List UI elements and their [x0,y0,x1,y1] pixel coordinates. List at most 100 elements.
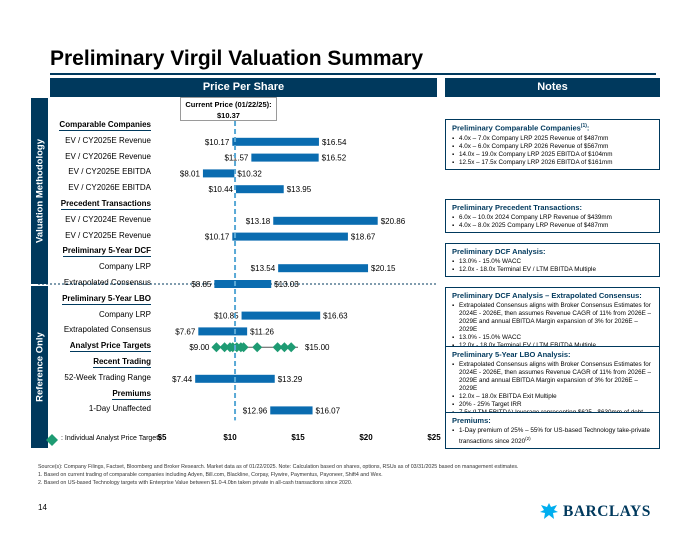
note-bullet: 4.0x – 7.0x Company LRP 2025 Revenue of … [452,135,653,143]
analyst-target-diamond [211,342,222,353]
low-value-label: $8.01 [180,169,201,178]
high-value-label: $15.00 [305,343,330,352]
row-label: Extrapolated Consensus [63,278,151,287]
price-per-share-header: Price Per Share [50,78,437,97]
high-value-label: $20.86 [381,217,406,226]
analyst-target-legend-icon [46,434,58,446]
analyst-target-diamond [219,342,230,353]
range-bar [198,327,248,336]
low-value-label: $10.85 [214,312,239,321]
note-bullet: 13.0% - 15.0% WACC [452,334,653,342]
x-tick-label: $25 [427,433,441,442]
low-value-label: $10.17 [205,233,230,242]
note-title: Preliminary DCF Analysis: [452,247,546,256]
analyst-target-diamond [286,342,297,353]
low-value-label: $11.57 [224,154,248,163]
note-bullet: 14.0x – 19.0x Company LRP 2025 EBITDA of… [452,151,653,159]
note-title: Preliminary Precedent Transactions: [452,203,583,212]
high-value-label: $10.32 [237,169,262,178]
high-value-label: $16.52 [322,154,347,163]
title-rule [50,73,656,75]
analyst-target-diamond [279,342,290,353]
current-price-box: Current Price (01/22/25): $10.37 [180,97,277,121]
row-label: Company LRP [98,309,151,319]
section-label: Precedent Transactions [60,199,151,210]
high-value-label: $13.95 [287,185,312,194]
low-value-label: $13.54 [251,264,276,273]
footnote-1: 1. Based on current trading of comparabl… [38,472,383,478]
high-value-label: $16.63 [323,312,348,321]
high-value-label: $11.26 [250,327,274,336]
note-bullet: 12.5x – 17.5x Company LRP 2026 EBITDA of… [452,159,653,167]
low-value-label: $10.44 [209,185,234,194]
note-bullet: 12.0x - 18.0x Terminal EV / LTM EBITDA M… [452,266,653,274]
footnote-source: Source(s): Company Filings, Factset, Blo… [38,464,519,470]
row-labels: Comparable Companies EV / CY2025E Revenue… [0,0,151,544]
range-bar [232,232,348,241]
note-box: Preliminary 5-Year LBO Analysis: Extrapol… [445,346,660,420]
note-title: Preliminary Comparable Companies(1): [452,123,590,133]
row-label: EV / CY2025E Revenue [65,135,151,145]
section-label: Comparable Companies [59,120,151,131]
high-value-label: $16.54 [322,138,347,147]
note-bullet: 6.0x – 10.0x 2024 Company LRP Revenue of… [452,214,653,222]
note-bullet: 20% - 25% Target IRR [452,401,653,409]
high-value-label: $20.15 [371,264,396,273]
low-value-label: $13.18 [246,217,271,226]
range-bar [273,216,378,225]
high-value-label: $16.07 [316,406,341,415]
x-tick-label: $20 [359,433,373,442]
note-bullet: Extrapolated Consensus aligns with Broke… [452,361,653,393]
range-bar [278,264,369,273]
row-label: 52-Week Trading Range [64,372,151,382]
row-label: EV / CY2026E Revenue [65,151,151,161]
section-label: Premiums [112,388,151,400]
row-label: 1-Day Unaffected [88,404,151,414]
range-bar [251,153,319,162]
analyst-target-diamond [238,342,249,353]
section-label: Analyst Price Targets [69,341,151,353]
row-label: EV / CY2026E EBITDA [68,183,151,193]
range-bar [270,406,313,415]
page-title: Preliminary Virgil Valuation Summary [50,47,424,70]
note-box: Preliminary DCF Analysis: 13.0% - 15.0% W… [445,243,660,277]
current-price-label: Current Price (01/22/25): [185,100,272,109]
current-price-value: $10.37 [217,111,240,120]
low-value-label: $10.17 [205,138,230,147]
low-value-label: $9.00 [189,343,210,352]
note-box: Preliminary Comparable Companies(1): 4.0x… [445,119,660,170]
range-bar [202,169,235,178]
reference-only-sidebar: Reference Only [31,286,48,448]
note-bullet: Extrapolated Consensus aligns with Broke… [452,302,653,334]
section-label: Preliminary 5-Year DCF [62,246,151,258]
row-label: EV / CY2025E Revenue [65,230,151,240]
note-bullet: 13.0% - 15.0% WACC [452,258,653,266]
row-label: Extrapolated Consensus [63,325,151,335]
note-title: Preliminary DCF Analysis – Extrapolated … [452,291,642,300]
high-value-label: $18.67 [351,233,376,242]
note-title: Premiums: [452,416,491,425]
range-bar [241,311,321,320]
low-value-label: $12.96 [243,406,268,415]
footnote-2: 2. Based on US-based Technology targets … [38,480,353,486]
note-bullet: 12.0x – 18.0x EBITDA Exit Multiple [452,393,653,401]
row-label: EV / CY2025E EBITDA [68,167,151,177]
low-value-label: $7.67 [175,327,196,336]
x-tick-label: $10 [223,433,237,442]
note-bullet: 4.0x – 6.0x Company LRP 2026 Revenue of … [452,143,653,151]
legend-label: : Individual Analyst Price Targets [61,435,162,442]
note-box: Preliminary DCF Analysis – Extrapolated … [445,287,660,353]
range-bar [232,137,319,146]
notes-header: Notes [445,78,660,97]
section-label: Recent Trading [93,357,151,368]
x-tick-label: $5 [158,433,167,442]
x-tick-label: $15 [291,433,305,442]
note-title: Preliminary 5-Year LBO Analysis: [452,350,571,359]
note-bullet: 4.0x – 8.0x 2025 Company LRP Revenue of … [452,222,653,230]
low-value-label: $8.85 [191,280,212,289]
row-label: EV / CY2024E Revenue [65,214,151,224]
range-bar [235,185,284,194]
barclays-logo: BARCLAYS [563,503,651,520]
analyst-target-diamond [272,342,283,353]
